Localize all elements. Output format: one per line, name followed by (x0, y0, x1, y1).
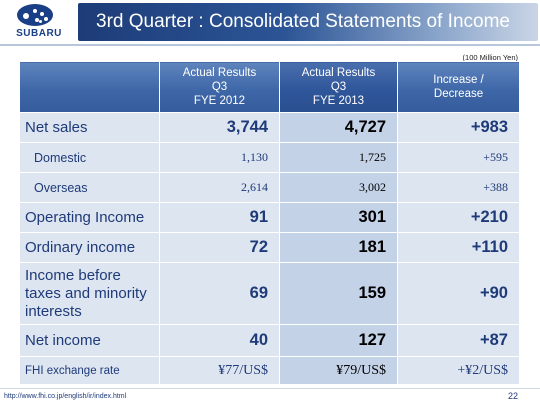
row-label: Operating Income (19, 202, 160, 233)
cell-change: +90 (397, 262, 520, 325)
income-statement-table: Actual Results Q3 FYE 2012 Actual Result… (19, 61, 520, 385)
table-row: FHI exchange rate ¥77/US$ ¥79/US$ +¥2/US… (19, 356, 520, 385)
header-line: Increase / (433, 74, 484, 86)
table-row: Net income 40 127 +87 (19, 324, 520, 357)
row-label: Domestic (19, 142, 160, 173)
subaru-logo: SUBARU (0, 0, 78, 44)
cell-fye2013: 181 (279, 232, 398, 263)
cell-change: +210 (397, 202, 520, 233)
cell-change: +595 (397, 142, 520, 173)
row-label: Income before taxes and minority interes… (19, 262, 160, 325)
cell-fye2012: 72 (159, 232, 280, 263)
pleiades-star-icon (17, 4, 53, 26)
cell-fye2012: 2,614 (159, 172, 280, 203)
cell-fye2013: 3,002 (279, 172, 398, 203)
title-divider (0, 44, 540, 46)
row-label: Overseas (19, 172, 160, 203)
cell-fye2012: 40 (159, 324, 280, 357)
row-label-line: Income before (25, 266, 121, 284)
cell-fye2013: 1,725 (279, 142, 398, 173)
table-header-row: Actual Results Q3 FYE 2012 Actual Result… (19, 61, 520, 113)
header-line: FYE 2012 (193, 95, 246, 107)
cell-change: +983 (397, 112, 520, 143)
cell-fye2012: ¥77/US$ (159, 356, 280, 385)
column-header-fye2012: Actual Results Q3 FYE 2012 (159, 61, 280, 113)
row-label-line: interests (25, 302, 82, 320)
header-line: Q3 (330, 81, 347, 93)
header-line: Decrease (433, 88, 484, 100)
cell-change: +¥2/US$ (397, 356, 520, 385)
logo-text: SUBARU (16, 28, 62, 39)
cell-fye2012: 1,130 (159, 142, 280, 173)
cell-fye2013: 4,727 (279, 112, 398, 143)
row-label-line: taxes and minority (25, 284, 147, 302)
table-row: Ordinary income 72 181 +110 (19, 232, 520, 263)
header-blank-cell (19, 61, 160, 113)
header-line: FYE 2013 (312, 95, 365, 107)
row-label: Net sales (19, 112, 160, 143)
footer-divider (0, 388, 540, 389)
column-header-change: Increase / Decrease (397, 61, 520, 113)
header-line: Actual Results (301, 67, 376, 79)
cell-fye2012: 69 (159, 262, 280, 325)
table-row: Income before taxes and minority interes… (19, 262, 520, 325)
title-bar (78, 3, 538, 41)
table-row: Operating Income 91 301 +210 (19, 202, 520, 233)
unit-label: (100 Million Yen) (462, 53, 518, 62)
header-line: Actual Results (182, 67, 257, 79)
cell-change: +110 (397, 232, 520, 263)
column-header-fye2013: Actual Results Q3 FYE 2013 (279, 61, 398, 113)
cell-fye2013: ¥79/US$ (279, 356, 398, 385)
cell-change: +388 (397, 172, 520, 203)
page-number: 22 (507, 391, 518, 401)
cell-fye2012: 3,744 (159, 112, 280, 143)
table-row: Overseas 2,614 3,002 +388 (19, 172, 520, 203)
footer-url: http://www.fhi.co.jp/english/ir/index.ht… (4, 393, 127, 400)
table-row: Net sales 3,744 4,727 +983 (19, 112, 520, 143)
row-label: FHI exchange rate (19, 356, 160, 385)
page-title: 3rd Quarter : Consolidated Statements of… (96, 11, 510, 32)
cell-fye2013: 301 (279, 202, 398, 233)
row-label: Net income (19, 324, 160, 357)
cell-fye2013: 127 (279, 324, 398, 357)
table-row: Domestic 1,130 1,725 +595 (19, 142, 520, 173)
cell-change: +87 (397, 324, 520, 357)
row-label: Ordinary income (19, 232, 160, 263)
header-line: Q3 (211, 81, 228, 93)
cell-fye2013: 159 (279, 262, 398, 325)
cell-fye2012: 91 (159, 202, 280, 233)
